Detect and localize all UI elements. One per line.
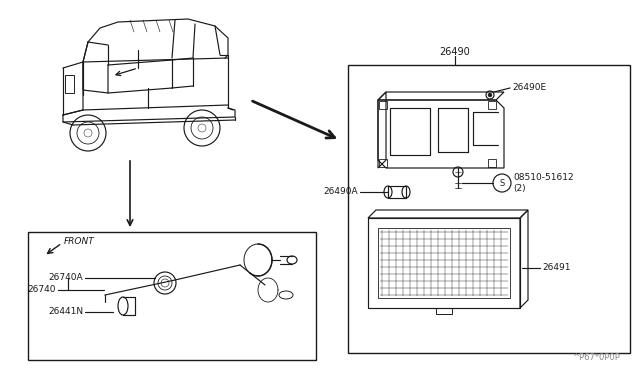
Bar <box>378 228 510 298</box>
Bar <box>28 232 316 360</box>
Text: 26490A: 26490A <box>323 187 358 196</box>
Text: S: S <box>499 179 504 187</box>
Bar <box>348 65 630 353</box>
Bar <box>488 159 496 167</box>
Circle shape <box>488 93 492 97</box>
Bar <box>379 159 387 167</box>
Text: ^P67*0P0P: ^P67*0P0P <box>572 353 620 362</box>
Text: 26490E: 26490E <box>512 83 546 93</box>
Text: 26491: 26491 <box>542 263 570 273</box>
Text: 26740A: 26740A <box>49 273 83 282</box>
Text: FRONT: FRONT <box>64 237 95 246</box>
Text: 26441N: 26441N <box>48 308 83 317</box>
Bar <box>65 75 74 93</box>
Bar <box>379 101 387 109</box>
Bar <box>388 186 406 198</box>
Text: 26740: 26740 <box>28 285 56 295</box>
Text: 26490: 26490 <box>440 47 470 57</box>
Text: 08510-51612: 08510-51612 <box>513 173 573 183</box>
Text: (2): (2) <box>513 183 525 192</box>
Bar <box>436 308 452 314</box>
Bar <box>488 101 496 109</box>
